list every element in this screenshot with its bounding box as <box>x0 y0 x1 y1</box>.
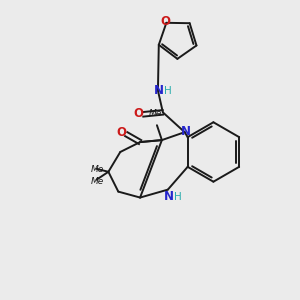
Text: N: N <box>154 84 164 97</box>
Text: O: O <box>160 15 170 28</box>
Text: N: N <box>164 190 174 203</box>
Text: O: O <box>133 107 143 120</box>
Text: O: O <box>116 126 126 139</box>
Text: H: H <box>174 192 182 202</box>
Text: Me: Me <box>91 177 104 186</box>
Text: Me: Me <box>91 165 104 174</box>
Text: Me: Me <box>148 109 162 118</box>
Text: H: H <box>164 85 172 96</box>
Text: N: N <box>181 125 191 138</box>
